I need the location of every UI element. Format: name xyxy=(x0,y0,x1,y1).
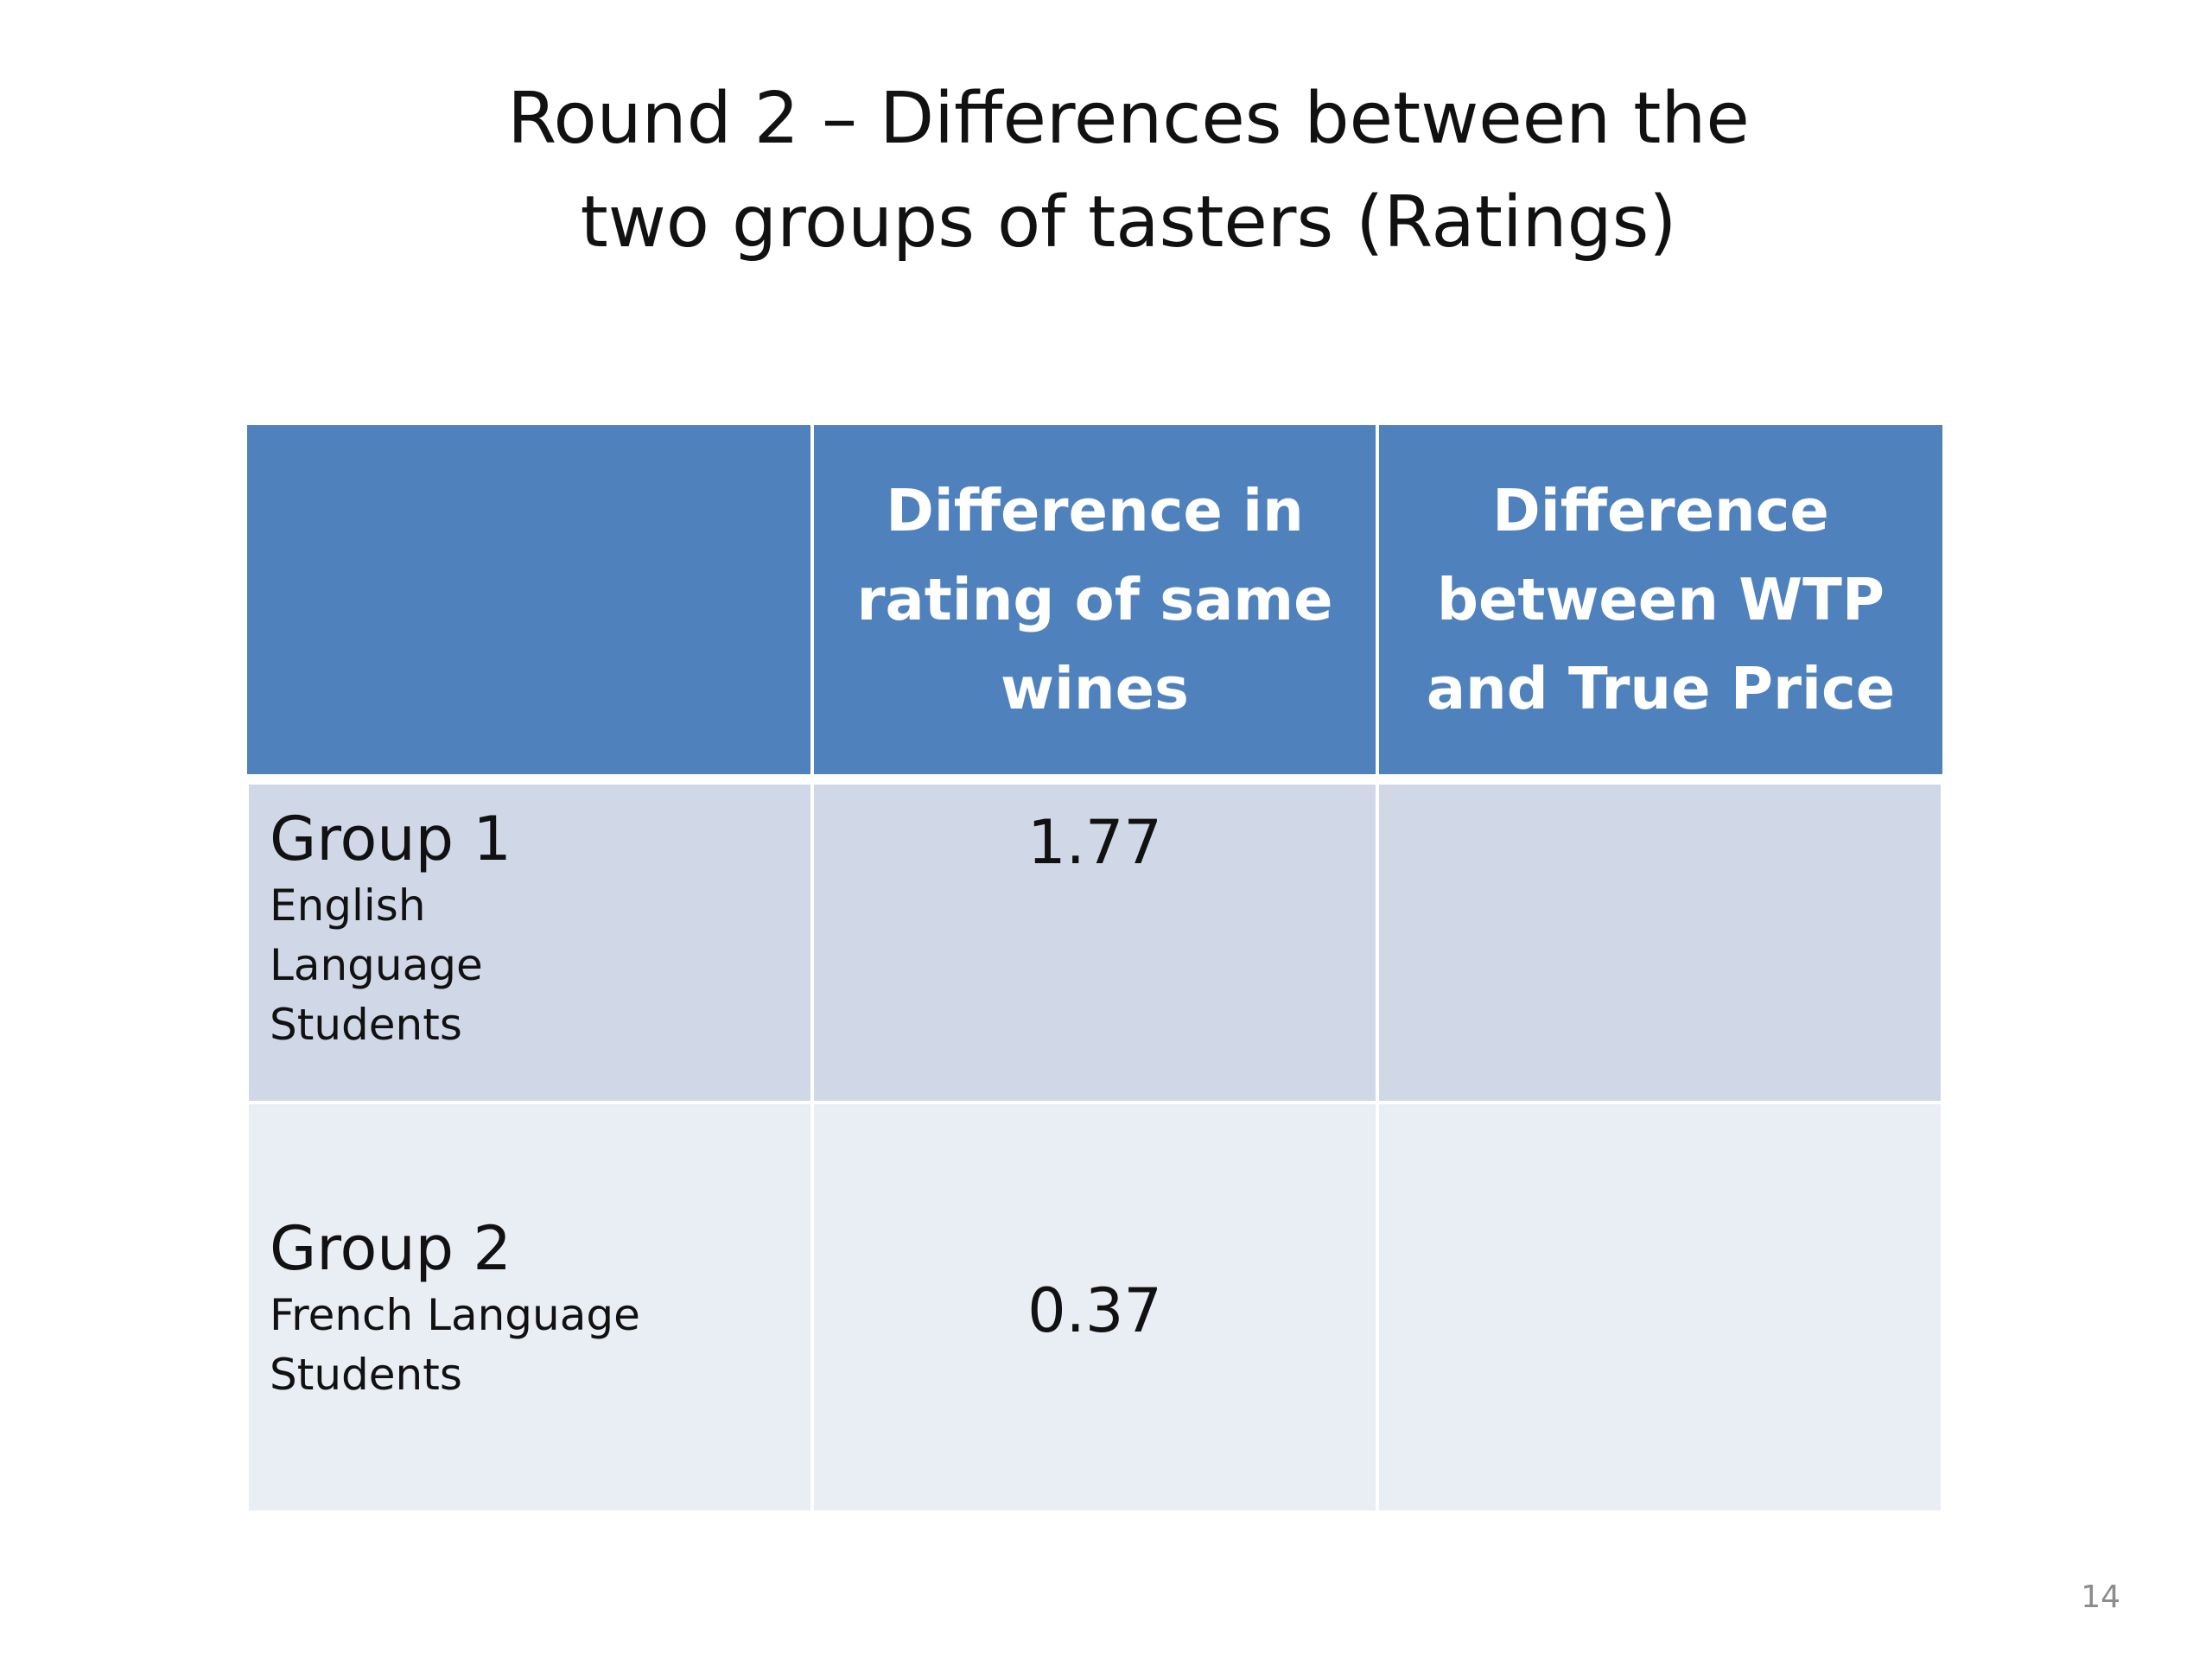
header-empty-cell xyxy=(247,422,814,785)
slide-title: Round 2 – Differences between the two gr… xyxy=(0,67,2212,275)
header-rating-difference: Difference in rating of same wines xyxy=(810,422,1379,785)
wtp-difference-cell xyxy=(1376,1101,1944,1514)
group-name: Group 1 xyxy=(270,804,512,874)
slide-title-line-2: two groups of tasters (Ratings) xyxy=(580,181,1677,264)
rating-difference-value: 1.77 xyxy=(1027,807,1162,878)
rating-difference-value: 0.37 xyxy=(1027,1275,1162,1346)
slide-title-line-1: Round 2 – Differences between the xyxy=(507,78,1750,160)
group-description: English Language Students xyxy=(270,880,483,1050)
group-name: Group 2 xyxy=(270,1213,512,1284)
header-wtp-difference: Difference between WTP and True Price xyxy=(1376,422,1942,785)
table-row: Group 2 French Language Students 0.37 xyxy=(245,1101,1944,1514)
table-header-row: Difference in rating of same wines Diffe… xyxy=(247,422,1942,785)
rating-difference-cell: 0.37 xyxy=(810,1101,1379,1514)
comparison-table: Difference in rating of same wines Diffe… xyxy=(245,422,1944,1514)
table-row: Group 1 English Language Students 1.77 xyxy=(245,778,1944,1104)
rating-difference-cell: 1.77 xyxy=(810,778,1379,1104)
wtp-difference-cell xyxy=(1376,778,1944,1104)
group-description: French Language Students xyxy=(270,1290,640,1400)
group-cell: Group 2 French Language Students xyxy=(245,1101,814,1514)
group-cell: Group 1 English Language Students xyxy=(245,778,814,1104)
page-number: 14 xyxy=(2081,1580,2120,1615)
